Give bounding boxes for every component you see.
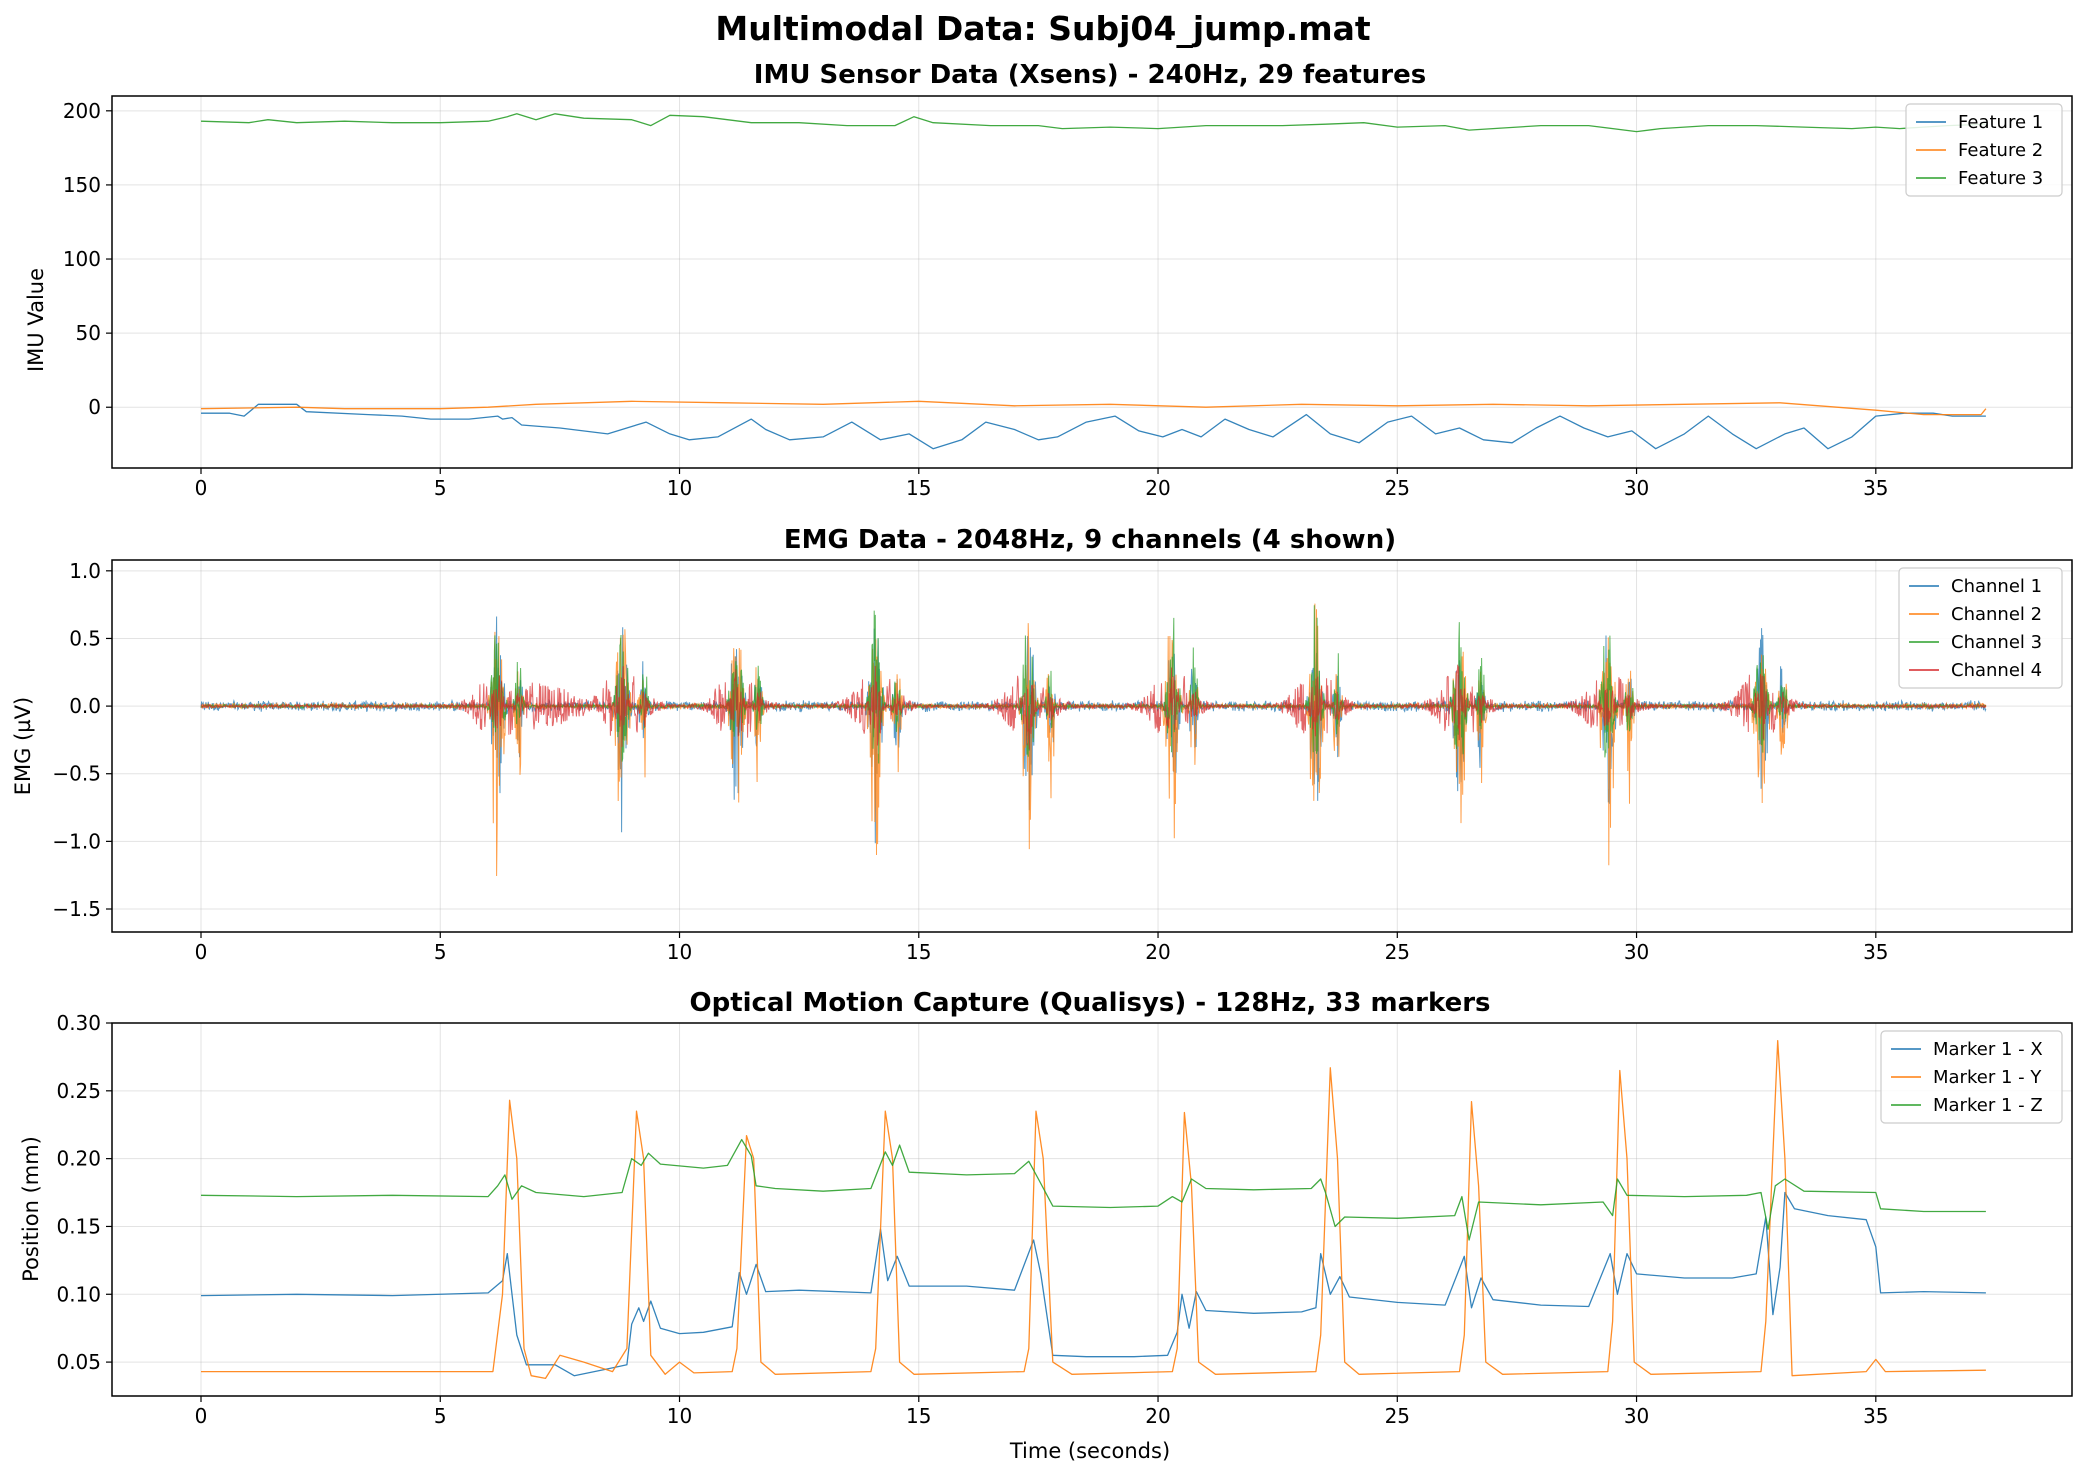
mocap-legend-label-3: Marker 1 - Z — [1933, 1095, 2043, 1116]
emg-series-1-line — [200, 616, 1987, 844]
imu-ylabel: IMU Value — [24, 268, 48, 372]
imu-legend-label-3: Feature 3 — [1958, 168, 2043, 189]
emg-series-2-line — [200, 603, 1987, 877]
emg-plot-area — [200, 603, 1987, 877]
emg-grid — [112, 560, 2072, 932]
emg-title: EMG Data - 2048Hz, 9 channels (4 shown) — [784, 525, 1396, 555]
mocap-grid — [112, 1022, 2072, 1396]
emg-xtick-label: 30 — [1624, 940, 1649, 964]
emg-series-3-line — [200, 605, 1986, 764]
mocap-ytick-label: 0.05 — [56, 1350, 101, 1374]
mocap-ytick-label: 0.20 — [56, 1147, 101, 1171]
mocap-legend-label-1: Marker 1 - X — [1933, 1039, 2043, 1060]
emg-xtick-label: 10 — [667, 940, 692, 964]
imu-panel: IMU Sensor Data (Xsens) - 240Hz, 29 feat… — [24, 60, 2073, 500]
mocap-xtick-label: 0 — [195, 1404, 208, 1428]
emg-legend-label-4: Channel 4 — [1951, 660, 2042, 681]
mocap-ytick-label: 0.15 — [56, 1214, 101, 1238]
mocap-panel: Optical Motion Capture (Qualisys) - 128H… — [19, 988, 2073, 1463]
imu-legend-label-1: Feature 1 — [1958, 112, 2043, 133]
emg-ticks: 0 5 10 15 20 25 30 35 −1.5 −1.0 −0.5 0.0 0.5 1.0 — [52, 559, 1888, 964]
mocap-xtick-label: 25 — [1385, 1404, 1410, 1428]
emg-xtick-label: 25 — [1385, 940, 1410, 964]
imu-ytick-label: 50 — [76, 321, 101, 345]
mocap-title: Optical Motion Capture (Qualisys) - 128H… — [689, 988, 1490, 1018]
imu-xtick-label: 25 — [1385, 476, 1410, 500]
emg-xtick-label: 20 — [1145, 940, 1170, 964]
emg-xtick-label: 5 — [434, 940, 447, 964]
imu-xtick-label: 35 — [1863, 476, 1888, 500]
mocap-xtick-label: 35 — [1863, 1404, 1888, 1428]
emg-ytick-label: 1.0 — [69, 559, 101, 583]
imu-plot-area — [200, 113, 1987, 450]
imu-title: IMU Sensor Data (Xsens) - 240Hz, 29 feat… — [754, 60, 1426, 90]
imu-xtick-label: 20 — [1145, 476, 1170, 500]
emg-axes-frame — [111, 559, 2073, 933]
imu-legend-box — [1905, 103, 2063, 197]
imu-series-1-line — [201, 403, 1986, 450]
imu-ytick-label: 0 — [88, 395, 101, 419]
mocap-axes-frame — [111, 1022, 2073, 1397]
emg-panel: EMG Data - 2048Hz, 9 channels (4 shown) … — [11, 525, 2073, 964]
emg-legend: Channel 1 Channel 2 Channel 3 Channel 4 — [1898, 567, 2063, 689]
mocap-ytick-label: 0.25 — [56, 1079, 101, 1103]
mocap-xtick-label: 15 — [906, 1404, 931, 1428]
mocap-series-1-line — [200, 1191, 1986, 1377]
emg-ytick-label: −0.5 — [52, 762, 101, 786]
imu-xtick-label: 10 — [667, 476, 692, 500]
mocap-legend-box — [1880, 1030, 2063, 1124]
mocap-ytick-label: 0.30 — [56, 1011, 101, 1035]
imu-xtick-label: 15 — [906, 476, 931, 500]
imu-grid — [112, 96, 2072, 468]
imu-legend-label-2: Feature 2 — [1958, 140, 2043, 161]
emg-xtick-label: 35 — [1863, 940, 1888, 964]
emg-xtick-label: 15 — [906, 940, 931, 964]
imu-ytick-label: 200 — [63, 99, 101, 123]
mocap-xtick-label: 10 — [667, 1404, 692, 1428]
emg-legend-label-1: Channel 1 — [1951, 576, 2042, 597]
emg-legend-label-3: Channel 3 — [1951, 632, 2042, 653]
mocap-legend: Marker 1 - X Marker 1 - Y Marker 1 - Z — [1880, 1030, 2063, 1124]
emg-ylabel: EMG (µV) — [11, 697, 35, 795]
mocap-legend-label-2: Marker 1 - Y — [1933, 1067, 2042, 1088]
mocap-plot-area — [200, 1039, 1986, 1380]
imu-series-2-line — [200, 400, 1987, 416]
emg-ytick-label: 0.0 — [69, 694, 101, 718]
imu-ytick-label: 100 — [63, 247, 101, 271]
emg-xtick-label: 0 — [195, 940, 208, 964]
mocap-series-2-line — [201, 1039, 1986, 1380]
imu-series-3-line — [200, 113, 1986, 133]
emg-ytick-label: −1.5 — [52, 897, 101, 921]
mocap-ticks: 0 5 10 15 20 25 30 35 0.05 0.10 0.15 0.20 0.25 0.30 — [56, 1011, 1888, 1428]
imu-ticks: 0 5 10 15 20 25 30 35 0 50 100 150 200 — [63, 99, 1889, 500]
imu-axes-frame — [111, 95, 2073, 469]
imu-xtick-label: 30 — [1624, 476, 1649, 500]
emg-series-4-line — [200, 664, 1987, 750]
emg-legend-label-2: Channel 2 — [1951, 604, 2042, 625]
mocap-xtick-label: 20 — [1145, 1404, 1170, 1428]
emg-ytick-label: 0.5 — [69, 626, 101, 650]
mocap-xtick-label: 5 — [434, 1404, 447, 1428]
figure-suptitle: Multimodal Data: Subj04_jump.mat — [715, 9, 1370, 48]
mocap-xlabel: Time (seconds) — [1009, 1439, 1170, 1463]
mocap-xtick-label: 30 — [1624, 1404, 1649, 1428]
mocap-series-3-line — [200, 1138, 1986, 1241]
imu-xtick-label: 5 — [434, 476, 447, 500]
emg-legend-box — [1898, 567, 2063, 689]
mocap-ytick-label: 0.10 — [56, 1282, 101, 1306]
emg-ytick-label: −1.0 — [52, 829, 101, 853]
imu-ytick-label: 150 — [63, 173, 101, 197]
mocap-ylabel: Position (mm) — [19, 1136, 43, 1282]
imu-legend: Feature 1 Feature 2 Feature 3 — [1905, 103, 2063, 197]
imu-xtick-label: 0 — [195, 476, 208, 500]
